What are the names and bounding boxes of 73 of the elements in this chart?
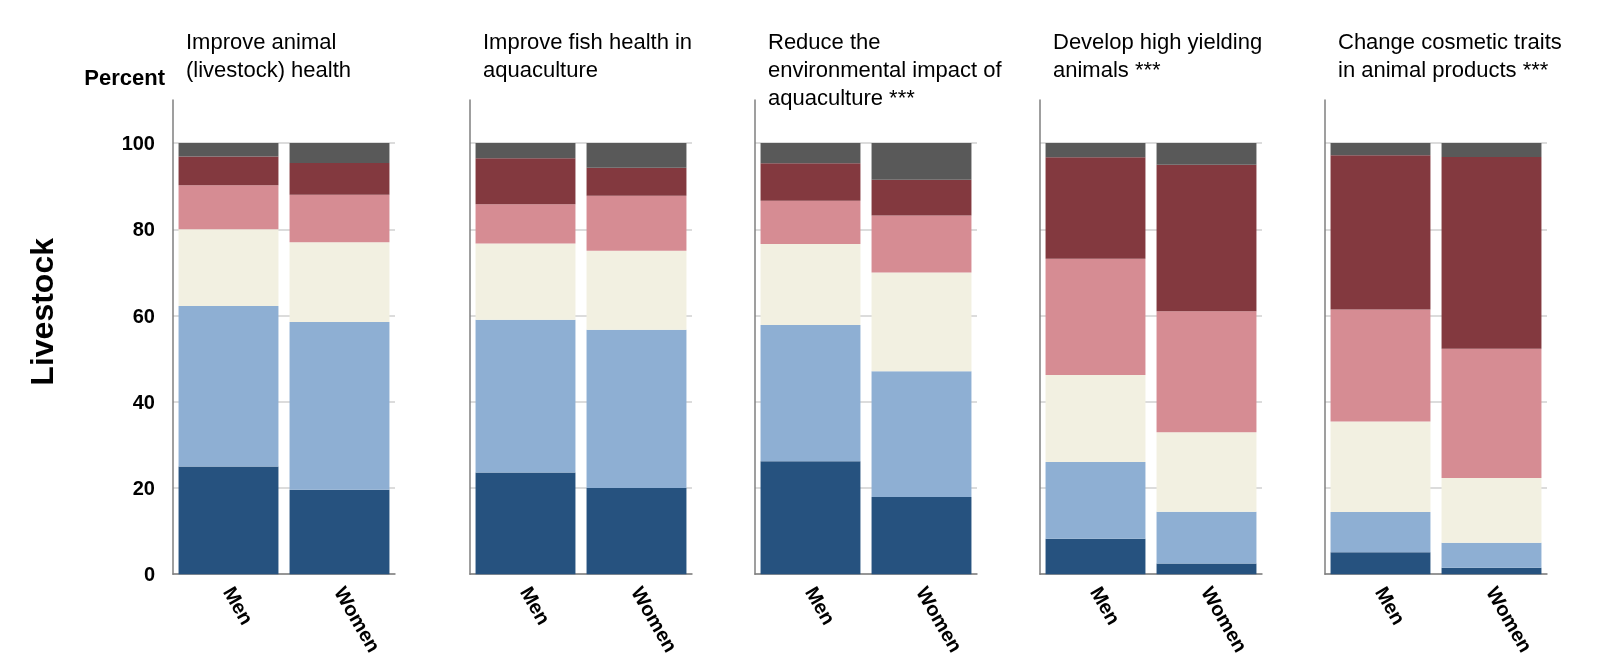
text: Livestock: [24, 237, 60, 386]
bar: [871, 143, 972, 180]
bar: [1441, 542, 1542, 568]
bar: [871, 371, 972, 498]
bar: [1441, 348, 1542, 479]
y-tick-label: 100: [121, 132, 155, 155]
bar: [178, 229, 279, 307]
y-axis-title: Percent: [84, 64, 166, 90]
bar: [178, 466, 279, 575]
bar: [178, 306, 279, 467]
bar: [1045, 258, 1146, 376]
y-tick-label: 60: [132, 304, 155, 327]
bar: [586, 195, 687, 251]
bar: [475, 204, 576, 244]
bar: [475, 158, 576, 205]
bar: [760, 163, 861, 201]
bar: [1156, 563, 1257, 575]
bar: [1441, 478, 1542, 543]
bar: [586, 329, 687, 488]
bar: [760, 143, 861, 164]
bar: [1156, 432, 1257, 512]
bar: [289, 489, 390, 575]
y-tick-label: 80: [132, 218, 155, 241]
bar: [178, 156, 279, 186]
bar: [1330, 309, 1431, 422]
bar: [1441, 567, 1542, 575]
bar: [1045, 143, 1146, 158]
bar: [760, 200, 861, 244]
bar: [475, 243, 576, 320]
chart-title: Improve fish health in aquaculture: [483, 28, 699, 82]
bar: [1330, 512, 1431, 553]
bar: [586, 487, 687, 575]
y-tick-label: 0: [143, 563, 155, 586]
bar: [475, 472, 576, 575]
bar: [289, 242, 390, 322]
bar: [1156, 311, 1257, 433]
bar: [1441, 156, 1542, 349]
bar: [871, 272, 972, 372]
bar: [1045, 157, 1146, 259]
bar: [1330, 155, 1431, 310]
bar: [871, 179, 972, 216]
bar: [1156, 511, 1257, 564]
bar: [289, 194, 390, 243]
bar: [760, 325, 861, 462]
bar: [289, 143, 390, 163]
bar: [871, 497, 972, 575]
bar: [289, 322, 390, 490]
y-tick-label: 40: [132, 390, 155, 413]
chart-title: Change cosmetic traits in animal products ***: [1338, 28, 1568, 82]
bar: [289, 162, 390, 195]
bar: [1045, 375, 1146, 463]
bar: [178, 143, 279, 157]
y-tick-label: 20: [132, 476, 155, 499]
bar: [178, 185, 279, 230]
bar: [475, 319, 576, 473]
bar: [586, 143, 687, 168]
bar: [475, 143, 576, 159]
bar: [871, 215, 972, 273]
chart-title: Improve animal (livestock) health: [186, 28, 352, 82]
bar: [1330, 421, 1431, 513]
bar: [1330, 552, 1431, 575]
bar: [1330, 143, 1431, 156]
chart-title: Develop high yielding animals ***: [1053, 28, 1269, 82]
bar: [760, 461, 861, 575]
bar: [1441, 143, 1542, 157]
bar: [1045, 538, 1146, 575]
bar: [1156, 164, 1257, 312]
bar: [760, 243, 861, 326]
bar: [586, 167, 687, 196]
bar: [1045, 462, 1146, 539]
bar: [1156, 143, 1257, 165]
bar: [586, 250, 687, 330]
chart-title: Reduce the environmental impact of aquaculture ***: [768, 28, 1008, 110]
